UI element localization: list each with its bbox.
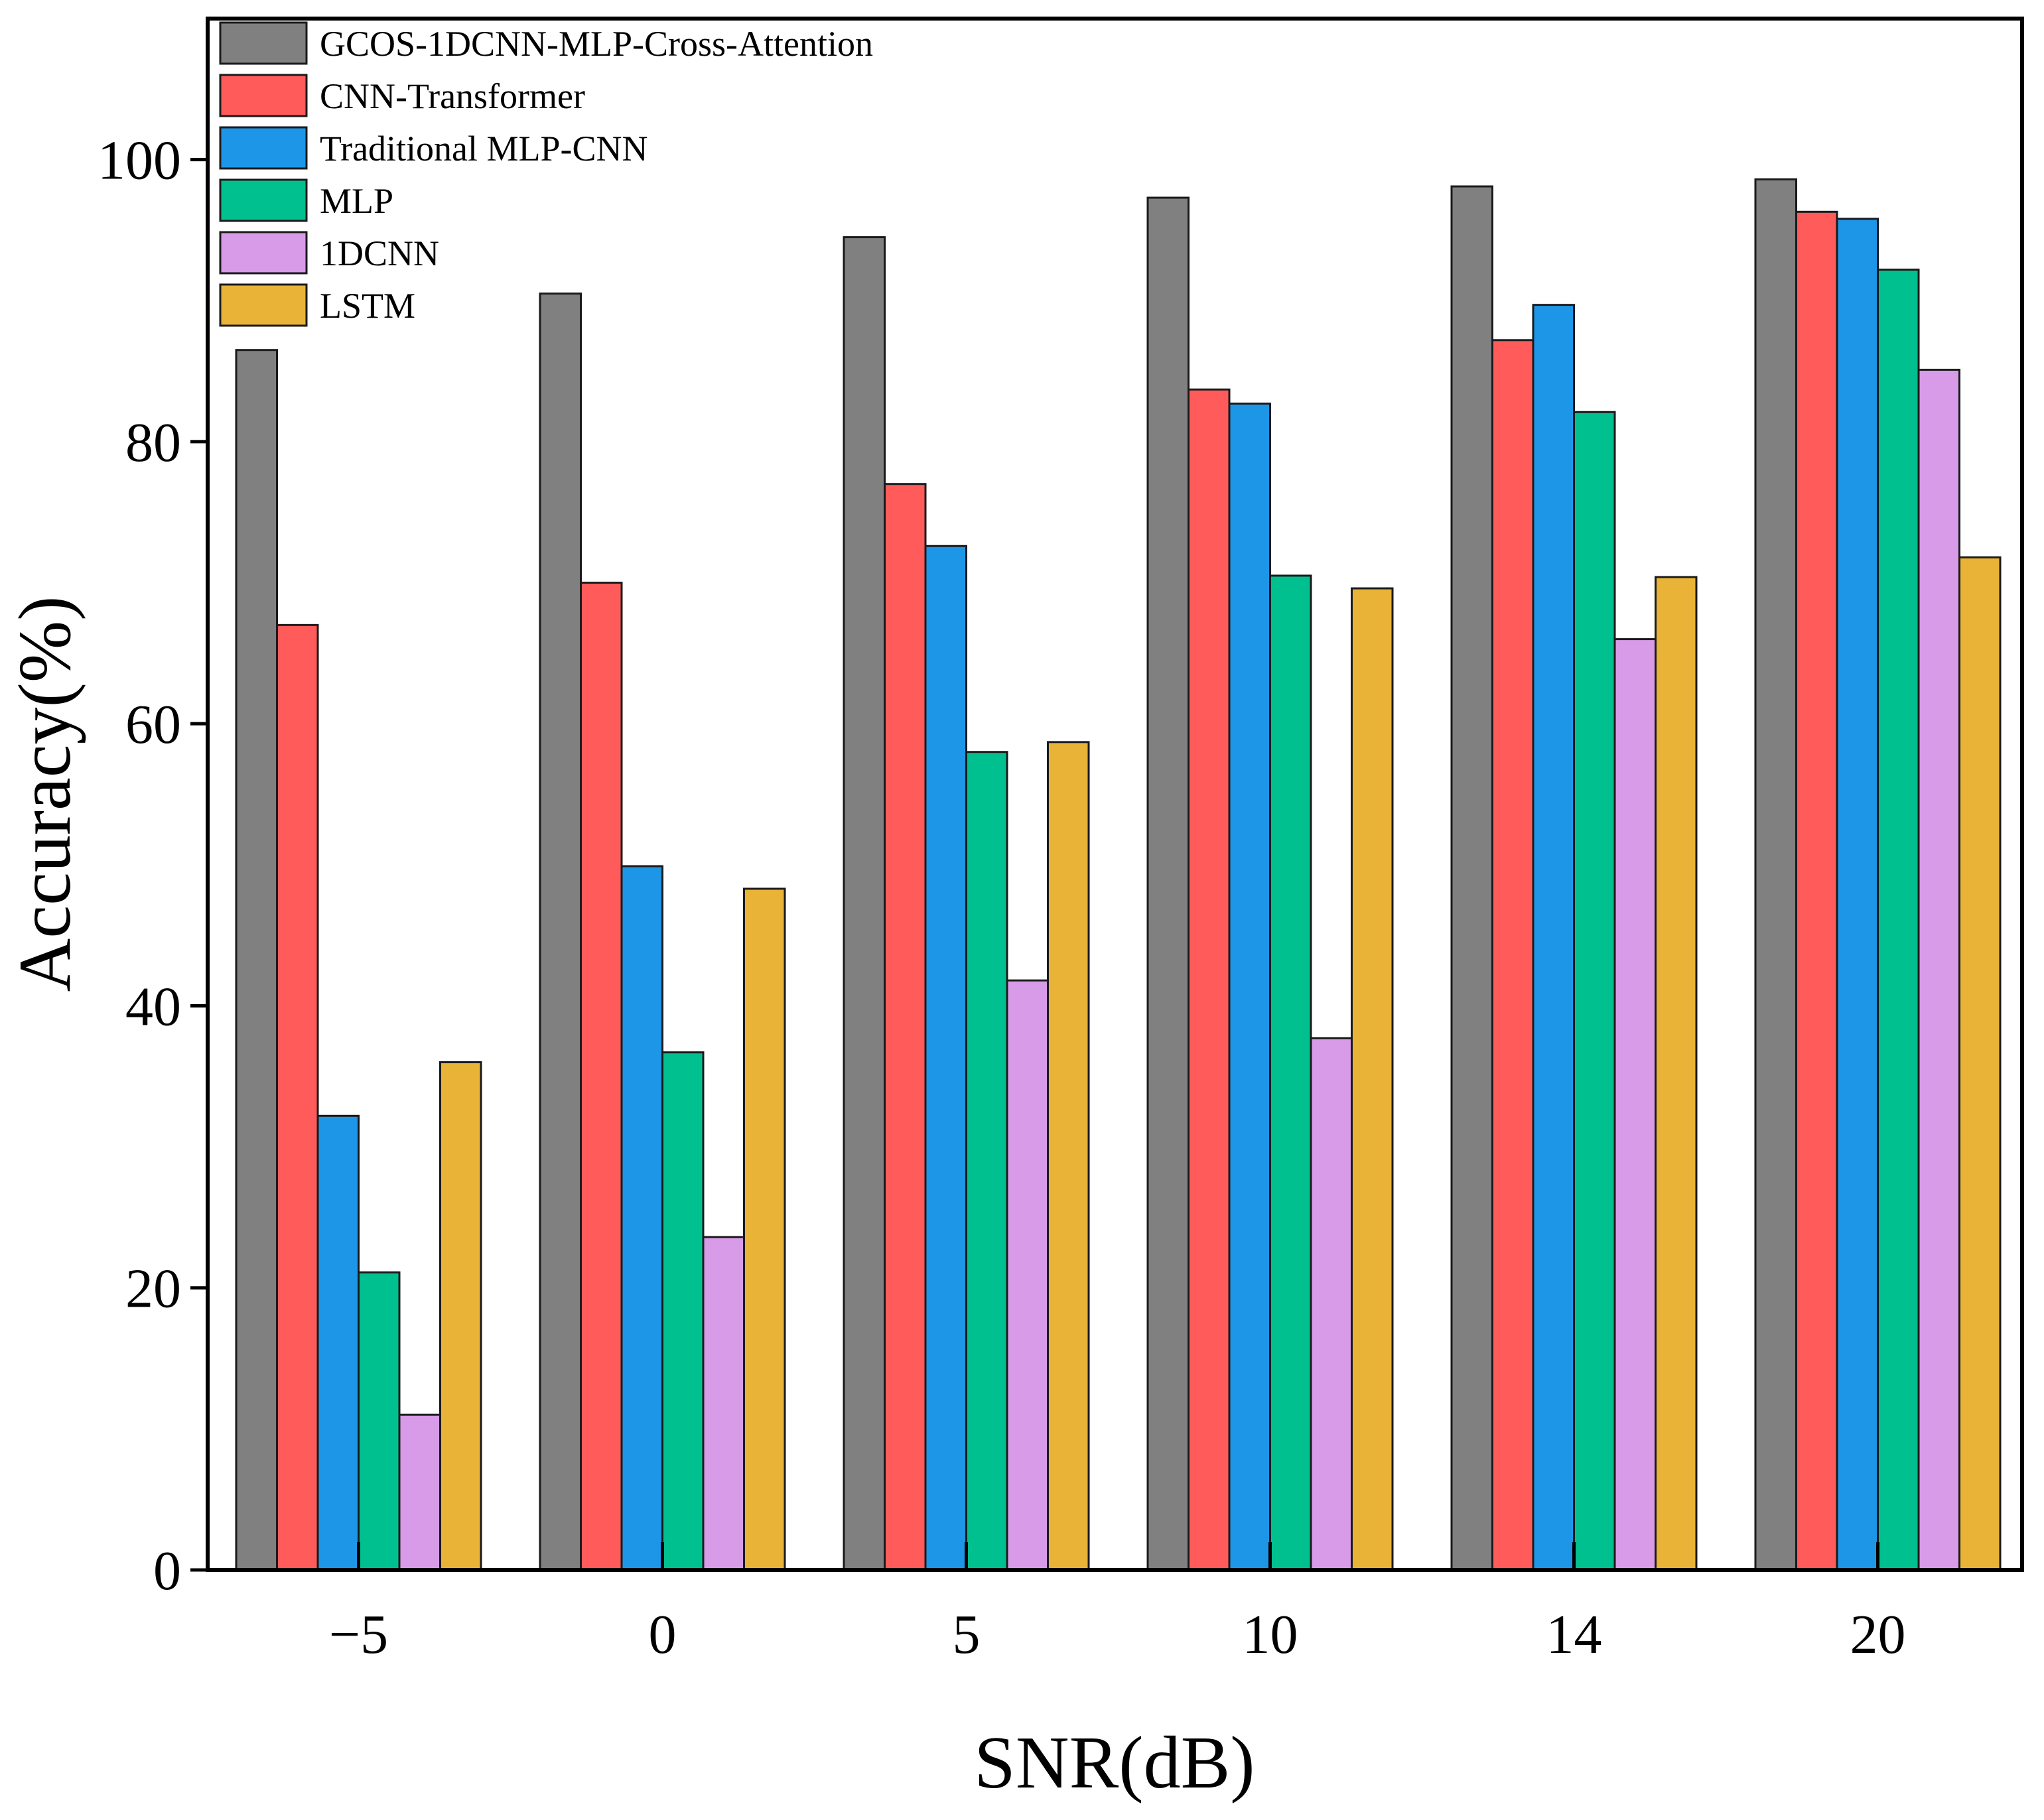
bar-1dcnn-3 <box>1310 1037 1353 1571</box>
bar-1dcnn-5 <box>1917 368 1960 1571</box>
y-tick-label: 0 <box>153 1540 181 1602</box>
bar-mlp-4 <box>1573 411 1616 1571</box>
bar-gcos-1dcnn-mlp-cross-attention-3 <box>1146 196 1190 1571</box>
legend-swatch <box>219 283 308 327</box>
y-tick-label: 40 <box>125 976 181 1037</box>
x-tick-label: 0 <box>649 1604 677 1665</box>
bar-gcos-1dcnn-mlp-cross-attention-0 <box>235 349 278 1571</box>
bar-traditional-mlp-cnn-3 <box>1228 402 1271 1571</box>
x-tick-label: 20 <box>1850 1604 1906 1665</box>
bar-traditional-mlp-cnn-4 <box>1532 304 1575 1571</box>
legend-swatch <box>219 231 308 275</box>
bar-traditional-mlp-cnn-5 <box>1836 218 1879 1571</box>
legend-label: CNN-Transformer <box>320 76 585 116</box>
bar-cnn-transformer-2 <box>884 483 927 1571</box>
y-tick-label: 80 <box>125 412 181 474</box>
bar-gcos-1dcnn-mlp-cross-attention-2 <box>843 236 886 1571</box>
bar-cnn-transformer-4 <box>1491 339 1534 1571</box>
legend-label: Traditional MLP-CNN <box>320 129 648 168</box>
legend-label: GCOS-1DCNN-MLP-Cross-Attention <box>320 24 873 64</box>
bar-traditional-mlp-cnn-1 <box>620 865 663 1571</box>
bar-lstm-0 <box>439 1061 482 1571</box>
bar-mlp-0 <box>358 1271 401 1571</box>
legend-label: LSTM <box>320 286 415 326</box>
bar-cnn-transformer-5 <box>1795 210 1838 1571</box>
bar-mlp-5 <box>1877 268 1920 1571</box>
bar-mlp-3 <box>1269 574 1312 1571</box>
x-axis-title: SNR(dB) <box>974 1722 1255 1804</box>
bar-gcos-1dcnn-mlp-cross-attention-4 <box>1450 185 1493 1571</box>
bar-cnn-transformer-1 <box>580 582 623 1571</box>
x-tick-label: 10 <box>1243 1604 1298 1665</box>
y-axis-title: Accuracy(%) <box>4 596 86 992</box>
bar-gcos-1dcnn-mlp-cross-attention-1 <box>539 292 582 1571</box>
y-tick-label: 100 <box>98 130 181 192</box>
bar-1dcnn-1 <box>702 1236 745 1571</box>
bar-1dcnn-0 <box>398 1413 441 1571</box>
ticks-layer: −5 0 5 10 14 20 0 20 40 60 80 100 <box>98 130 1906 1665</box>
bar-lstm-2 <box>1047 741 1090 1571</box>
y-tick-label: 20 <box>125 1258 181 1320</box>
x-tick-label: −5 <box>329 1604 388 1665</box>
legend-label: 1DCNN <box>320 233 439 273</box>
bar-lstm-5 <box>1958 556 2002 1571</box>
bar-cnn-transformer-3 <box>1188 388 1231 1571</box>
legend-swatch <box>219 178 308 222</box>
legend-swatch <box>219 74 308 117</box>
bar-lstm-1 <box>743 887 786 1571</box>
plot-frame <box>206 17 2024 1572</box>
bar-traditional-mlp-cnn-0 <box>316 1114 360 1571</box>
bar-mlp-2 <box>965 751 1008 1571</box>
x-tick-label: 5 <box>953 1604 981 1665</box>
bar-traditional-mlp-cnn-2 <box>924 545 967 1571</box>
legend: GCOS-1DCNN-MLP-Cross-Attention CNN-Transf… <box>219 21 873 327</box>
bar-1dcnn-2 <box>1006 979 1049 1571</box>
bar-lstm-3 <box>1351 587 1394 1571</box>
bar-gcos-1dcnn-mlp-cross-attention-5 <box>1754 178 1797 1571</box>
x-tick-label: 14 <box>1546 1604 1602 1665</box>
bar-lstm-4 <box>1655 576 1698 1571</box>
bars-layer <box>235 178 2002 1571</box>
bar-cnn-transformer-0 <box>276 623 319 1571</box>
bar-1dcnn-4 <box>1613 638 1657 1571</box>
legend-label: MLP <box>320 181 393 221</box>
y-tick-label: 60 <box>125 694 181 755</box>
legend-swatch <box>219 21 308 65</box>
legend-swatch <box>219 126 308 170</box>
bar-mlp-1 <box>661 1051 705 1571</box>
